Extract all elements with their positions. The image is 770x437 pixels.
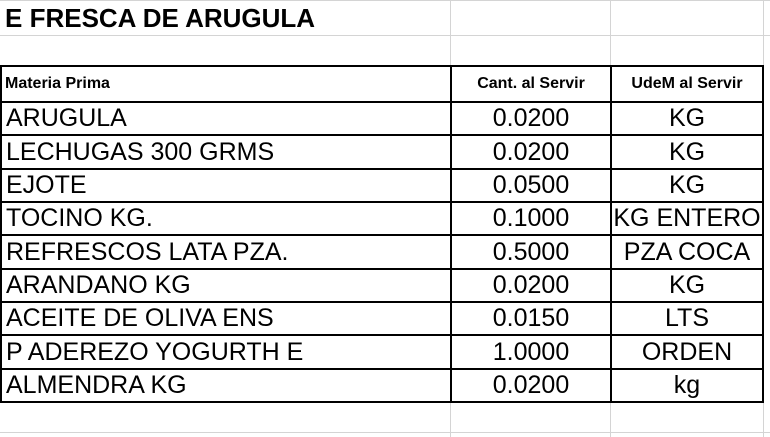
gridline-horizontal-row1: [0, 35, 770, 36]
column-header-materia-prima[interactable]: Materia Prima: [2, 67, 452, 103]
cell-materia-prima[interactable]: ALMENDRA KG: [2, 369, 452, 404]
cell-udem[interactable]: PZA COCA: [612, 236, 764, 270]
cell-udem[interactable]: ORDEN: [612, 336, 764, 370]
cell-udem[interactable]: KG: [612, 269, 764, 304]
cell-udem[interactable]: KG ENTERO: [612, 203, 764, 237]
cell-udem[interactable]: KG: [612, 136, 764, 170]
cell-cantidad[interactable]: 1.0000: [452, 336, 612, 370]
cell-cantidad[interactable]: 0.0200: [452, 136, 612, 170]
cell-udem[interactable]: kg: [612, 369, 764, 404]
cell-udem[interactable]: KG: [612, 103, 764, 137]
cell-materia-prima[interactable]: P ADEREZO YOGURTH E: [2, 336, 452, 370]
column-header-cant-al-servir[interactable]: Cant. al Servir: [452, 67, 612, 103]
cell-cantidad[interactable]: 0.0150: [452, 303, 612, 337]
gridline-horizontal-top: [0, 0, 770, 1]
materials-table: Materia Prima Cant. al Servir UdeM al Se…: [0, 65, 764, 404]
cell-materia-prima[interactable]: EJOTE: [2, 169, 452, 204]
cell-cantidad[interactable]: 0.1000: [452, 203, 612, 237]
gridline-horizontal-bottom: [0, 432, 770, 433]
cell-materia-prima[interactable]: REFRESCOS LATA PZA.: [2, 236, 452, 270]
cell-materia-prima[interactable]: ARANDANO KG: [2, 269, 452, 304]
cell-cantidad[interactable]: 0.0200: [452, 103, 612, 137]
cell-cantidad[interactable]: 0.0200: [452, 369, 612, 404]
cell-udem[interactable]: LTS: [612, 303, 764, 337]
cell-udem[interactable]: KG: [612, 169, 764, 204]
cell-materia-prima[interactable]: ACEITE DE OLIVA ENS: [2, 303, 452, 337]
cell-materia-prima[interactable]: ARUGULA: [2, 103, 452, 137]
cell-cantidad[interactable]: 0.5000: [452, 236, 612, 270]
cell-materia-prima[interactable]: LECHUGAS 300 GRMS: [2, 136, 452, 170]
sheet-title[interactable]: E FRESCA DE ARUGULA: [5, 3, 316, 33]
cell-materia-prima[interactable]: TOCINO KG.: [2, 203, 452, 237]
column-header-udem-al-servir[interactable]: UdeM al Servir: [612, 67, 764, 103]
cell-cantidad[interactable]: 0.0500: [452, 169, 612, 204]
cell-cantidad[interactable]: 0.0200: [452, 269, 612, 304]
